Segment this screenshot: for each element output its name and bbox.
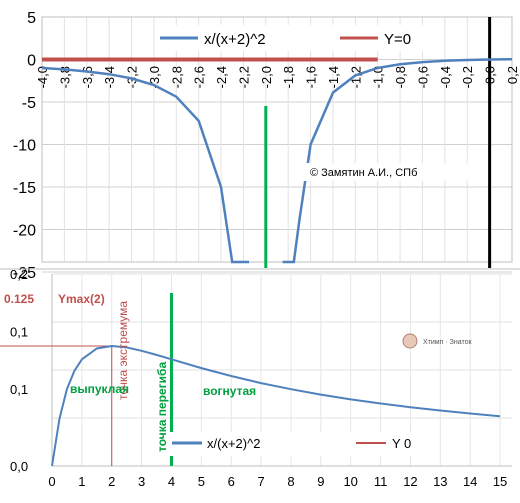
top-x-tick-label: -2,8 [169,66,184,88]
bottom-y-tick-label: 0,1 [10,325,28,340]
bottom-chart: 0,20,10,10,0 0 1 2 3 4 5 6 7 8 9 10 11 12 13 14 15 0.12… [0,267,520,489]
bottom-legend: x/(x+2)^2 Y 0 [168,432,438,456]
top-x-tick-label: -2,6 [192,66,207,88]
bottom-x-tick-label: 12 [403,474,417,489]
watermark-text: Хтимп · Знаток [423,339,472,346]
bottom-x-tick-label: 13 [433,474,447,489]
bottom-x-tick-label: 6 [228,474,235,489]
top-x-tick-label: -1,4 [326,66,341,88]
top-x-tick-label: -2,2 [236,66,251,88]
top-x-tick-label: -3,4 [102,66,117,88]
bottom-x-tick-label: 3 [138,474,145,489]
top-series [41,57,513,264]
top-legend-curve-label: x/(x+2)^2 [204,31,266,48]
top-plot-border [41,16,513,263]
top-x-tick-label: -1,0 [371,66,386,88]
top-grid [41,16,513,273]
bottom-x-tick-label: 8 [287,474,294,489]
bottom-grid [51,273,512,467]
top-x-tick-label: -1,2 [348,66,363,88]
bottom-y-tick-labels: 0,2 0,1 0,1 0,0 [10,267,28,474]
top-copyright: © Замятин А.И., СПб [300,163,470,181]
top-y-tick-label: 0 [27,53,36,70]
curve-branch-left [41,66,249,264]
top-x-tick-label: -1,6 [304,66,319,88]
top-x-tick-label: -3,6 [80,66,95,88]
bottom-legend-background [168,432,438,456]
ymax-value-label: 0.125 [4,292,34,306]
bottom-y-tick-label: 0,1 [10,382,28,397]
top-x-tick-label: -3,8 [57,66,72,88]
bottom-markers [0,293,173,466]
bottom-legend-zero-label: Y 0 [392,436,411,451]
ymax-label: Ymax(2) [58,292,105,306]
bottom-x-tick-label: 2 [108,474,115,489]
bottom-x-tick-labels: 0 1 2 3 4 5 6 7 8 9 10 11 12 13 14 15 [48,474,507,489]
bottom-x-tick-label: 15 [493,474,507,489]
bottom-x-tick-label: 1 [78,474,85,489]
top-copyright-text: © Замятин А.И., СПб [310,167,417,179]
top-y-tick-label: 5 [27,10,36,27]
convex-region-label: выпуклая [70,382,129,396]
bottom-x-tick-label: 7 [257,474,264,489]
top-x-tick-label: -0,8 [393,66,408,88]
bottom-x-tick-label: 9 [317,474,324,489]
top-legend-background [156,25,424,51]
bottom-x-tick-label: 11 [374,474,388,489]
top-x-tick-label: -0,2 [460,66,475,88]
bottom-x-tick-label: 4 [168,474,175,489]
bottom-y-tick-label: 0,0 [10,459,28,474]
concave-region-label: вогнутая [203,384,256,398]
top-legend-zero-label: Y=0 [384,31,411,48]
top-y-tick-label: -10 [13,138,36,155]
inflection-label: точка перегиба [155,362,169,452]
bottom-x-tick-label: 0 [48,474,55,489]
top-x-tick-label: -1,8 [281,66,296,88]
watermark-avatar-icon [402,333,418,349]
extremum-label: точка экстремума [116,301,130,400]
bottom-x-tick-label: 10 [343,474,357,489]
top-y-tick-label: -5 [22,95,36,112]
top-chart: 50-5-10-15-20-25 -4,0 -3,8 -3,6 -3,4 -3,2 -3,… [13,10,520,282]
top-x-tick-label: -2,4 [214,66,229,88]
top-x-tick-label: 0,2 [505,66,520,84]
top-y-tick-label: -20 [13,223,36,240]
top-y-tick-label: -15 [13,180,36,197]
top-x-tick-label: -4,0 [35,66,50,88]
bottom-x-tick-label: 5 [198,474,205,489]
top-x-tick-labels: -4,0 -3,8 -3,6 -3,4 -3,2 -3,0 -2,8 -2,6 -2,4 -2,2… [35,66,520,88]
top-x-tick-label: -2,0 [259,66,274,88]
bottom-x-tick-label: 14 [463,474,477,489]
top-legend: x/(x+2)^2 Y=0 [156,25,424,51]
bottom-y-tick-label: 0,2 [10,267,28,282]
bottom-curve [51,344,501,467]
bottom-series [51,344,501,467]
top-y-tick-labels: 50-5-10-15-20-25 [13,10,36,282]
curve-branch-right [282,57,513,264]
top-copyright-background [300,163,470,181]
top-x-tick-label: -0,6 [415,66,430,88]
top-x-tick-label: -0,4 [438,66,453,88]
bottom-legend-curve-label: x/(x+2)^2 [207,436,260,451]
watermark: Хтимп · Знаток [402,333,472,349]
top-x-tick-label: -3,2 [125,66,140,88]
